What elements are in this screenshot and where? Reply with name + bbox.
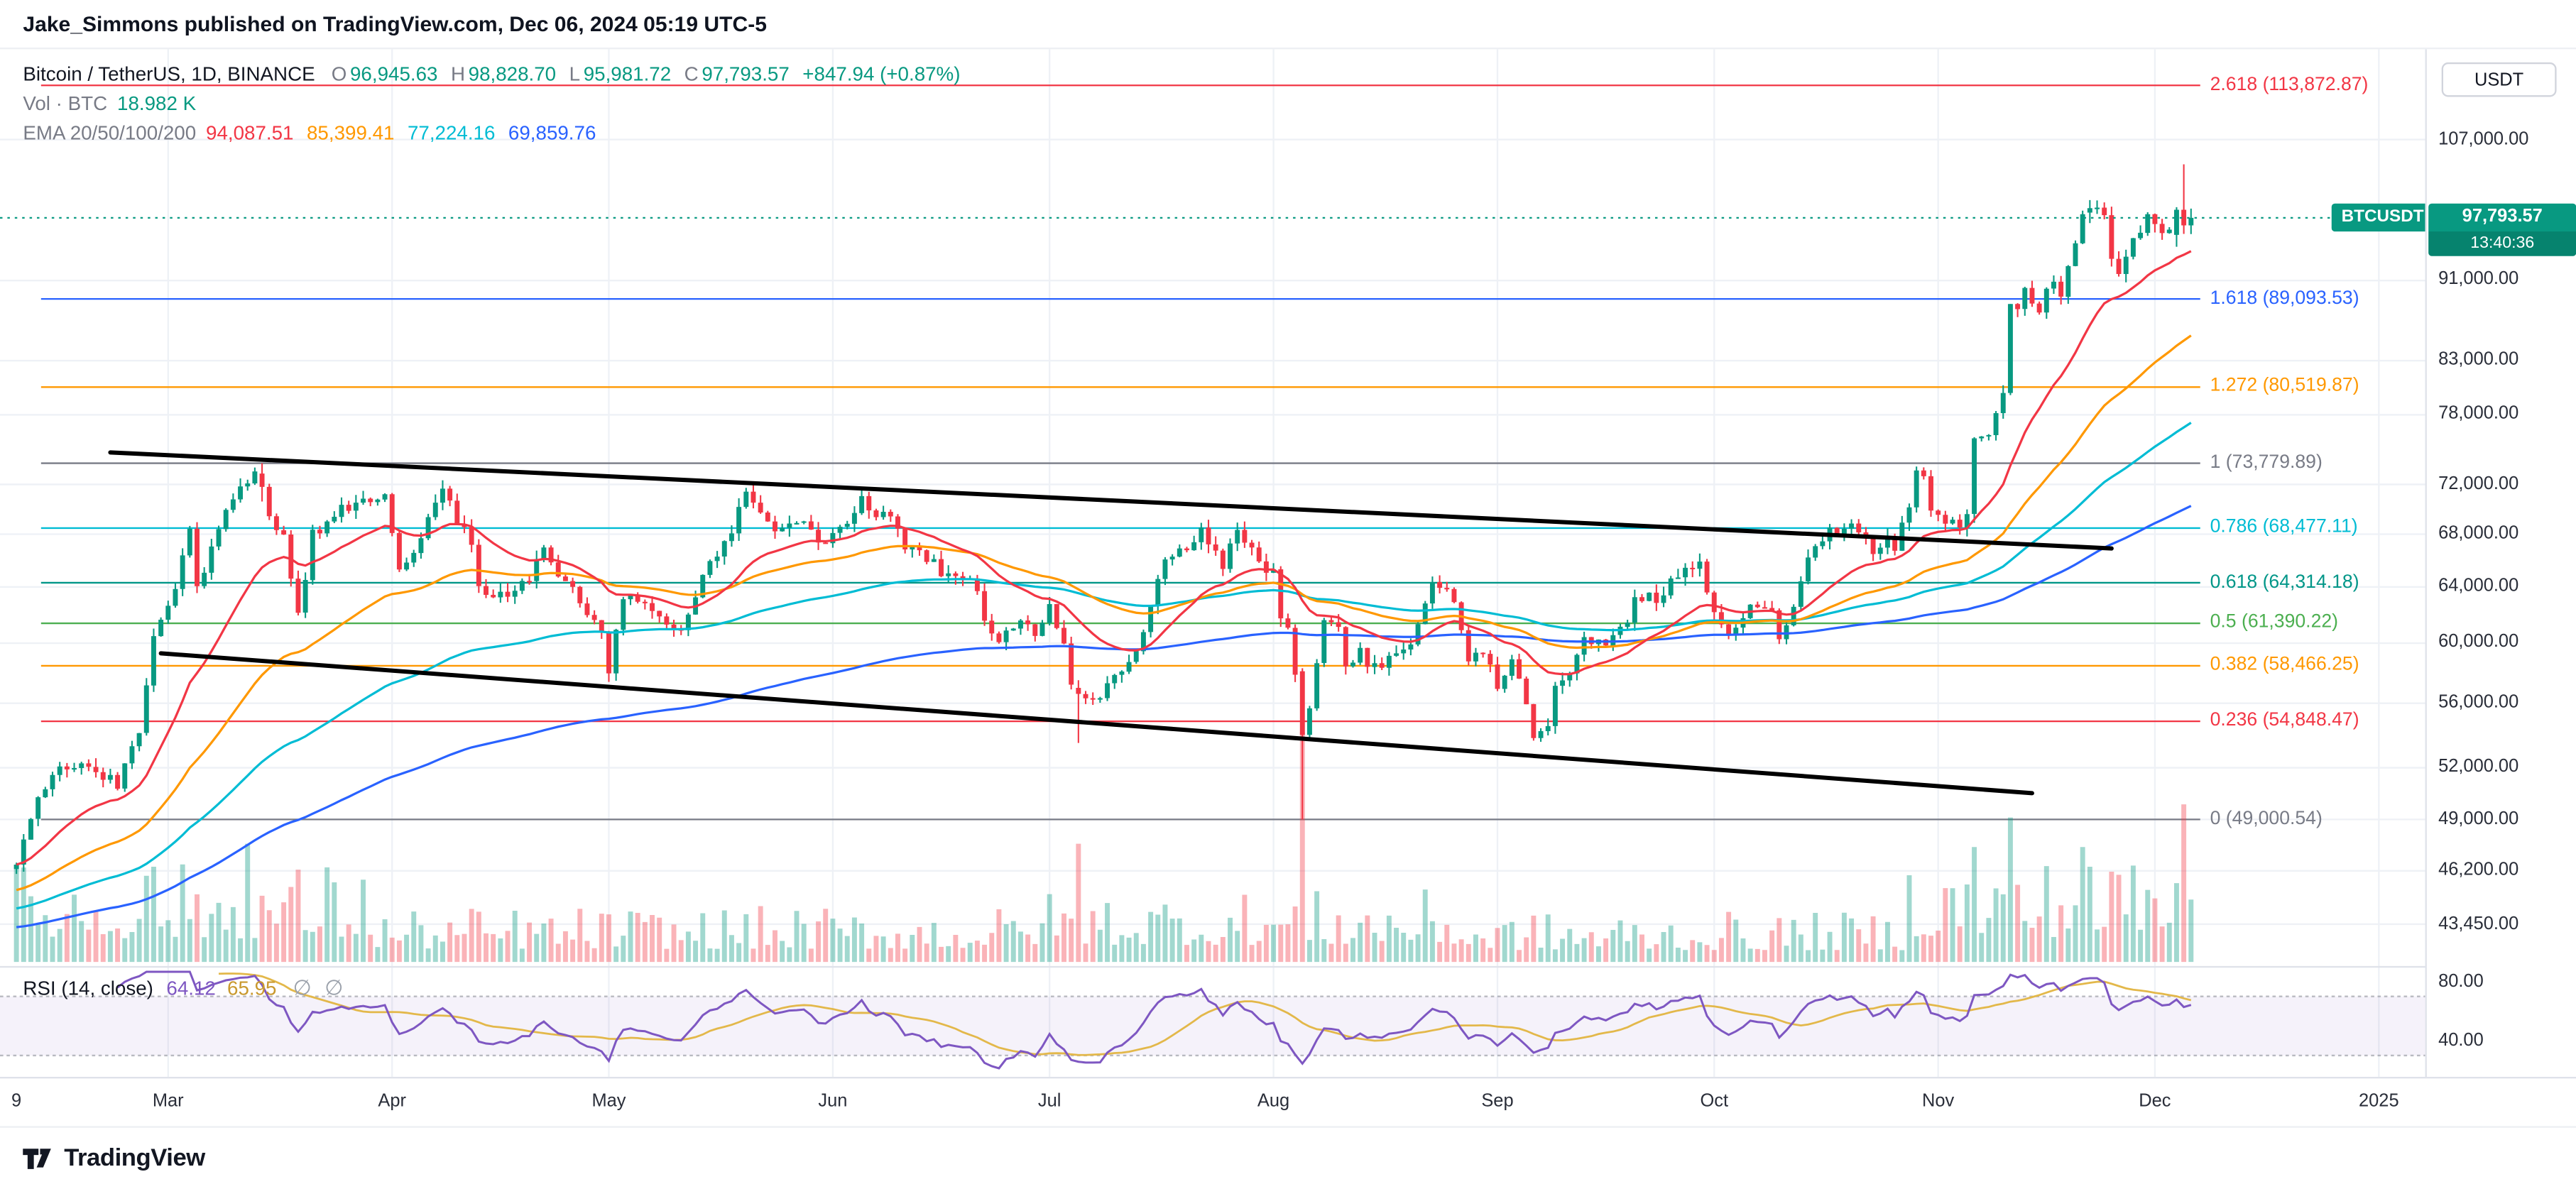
price-axis[interactable]: USDT 107,000.00 91,000.00 83,000.00 78,000.… <box>2425 49 2576 1077</box>
price-axis-label: 64,000.00 <box>2438 576 2519 596</box>
time-axis-label: Dec <box>2139 1091 2171 1112</box>
price-axis-label: 83,000.00 <box>2438 349 2519 370</box>
ema20-value: 94,087.51 <box>206 121 294 145</box>
price-axis-label: 91,000.00 <box>2438 270 2519 290</box>
ema50-value: 85,399.41 <box>307 121 395 145</box>
attribution-bar: Jake_Simmons published on TradingView.co… <box>0 0 2576 50</box>
time-axis-label: Nov <box>1922 1091 1955 1112</box>
rsi-label: RSI (14, close) <box>23 976 153 1000</box>
time-axis-label: Jun <box>818 1091 848 1112</box>
time-axis-label: May <box>591 1091 626 1112</box>
close-label: C <box>684 62 699 86</box>
bar-countdown: 13:40:36 <box>2428 231 2576 257</box>
price-axis-label: 43,450.00 <box>2438 913 2519 933</box>
high-value: 98,828.70 <box>468 62 557 86</box>
ema100-value: 77,224.16 <box>407 121 496 145</box>
price-axis-label: 46,200.00 <box>2438 860 2519 880</box>
rsi-ma-value: 65.95 <box>227 976 277 1000</box>
symbol-legend: Bitcoin / TetherUS, 1D, BINANCE O 96,945… <box>23 59 960 148</box>
rsi-axis-label: 40.00 <box>2438 1030 2484 1050</box>
hide-value-icon[interactable]: ∅ <box>293 975 312 1000</box>
price-axis-label: 107,000.00 <box>2438 128 2529 149</box>
rsi-axis-label: 80.00 <box>2438 970 2484 991</box>
time-axis-label: Oct <box>1700 1091 1729 1112</box>
footer: TradingView <box>0 1126 2576 1189</box>
high-label: H <box>450 62 466 86</box>
time-axis-label: Aug <box>1257 1091 1290 1112</box>
legend-ema-row[interactable]: EMA 20/50/100/200 94,087.51 85,399.41 77… <box>23 119 960 148</box>
open-value: 96,945.63 <box>349 62 438 86</box>
attribution-text: Jake_Simmons published on TradingView.co… <box>23 11 767 36</box>
legend-volume-row[interactable]: Vol · BTC 18.982 K <box>23 89 960 119</box>
volume-value: 18.982 K <box>117 92 197 115</box>
price-chart-canvas[interactable] <box>0 0 2425 1077</box>
price-axis-label: 68,000.00 <box>2438 523 2519 544</box>
time-axis-label: Sep <box>1481 1091 1514 1112</box>
time-axis-label: Jul <box>1037 1091 1061 1112</box>
price-axis-label: 52,000.00 <box>2438 757 2519 777</box>
rsi-legend[interactable]: RSI (14, close) 64.12 65.95 ∅ ∅ <box>23 975 356 1002</box>
ema200-value: 69,859.76 <box>508 121 596 145</box>
time-axis-label: 2025 <box>2359 1091 2399 1112</box>
currency-toggle-button[interactable]: USDT <box>2441 62 2557 97</box>
price-axis-label: 78,000.00 <box>2438 404 2519 424</box>
change-value: +847.94 (+0.87%) <box>802 62 961 86</box>
price-axis-label: 49,000.00 <box>2438 809 2519 829</box>
open-label: O <box>331 62 347 86</box>
close-value: 97,793.57 <box>702 62 790 86</box>
volume-label: Vol · BTC <box>23 92 108 115</box>
hide-value-icon[interactable]: ∅ <box>324 975 344 1000</box>
time-axis[interactable]: 9 Mar Apr May Jun Jul Aug Sep Oct Nov Dec 2025 <box>0 1077 2576 1127</box>
price-axis-label: 56,000.00 <box>2438 692 2519 713</box>
price-axis-label: 72,000.00 <box>2438 473 2519 494</box>
rsi-value: 64.12 <box>166 976 216 1000</box>
symbol-title[interactable]: Bitcoin / TetherUS, 1D, BINANCE <box>23 62 315 86</box>
low-value: 95,981.72 <box>583 62 672 86</box>
low-label: L <box>569 62 581 86</box>
time-axis-label: Mar <box>152 1091 184 1112</box>
last-price-value: 97,793.57 <box>2462 207 2543 227</box>
time-axis-label: 9 <box>11 1091 22 1112</box>
last-price-symbol-badge: BTCUSDT <box>2331 204 2434 232</box>
brand-name[interactable]: TradingView <box>64 1144 205 1173</box>
price-axis-label: 60,000.00 <box>2438 632 2519 652</box>
last-price-box: 97,793.57 13:40:36 <box>2428 204 2576 257</box>
time-axis-label: Apr <box>378 1091 407 1112</box>
legend-main-row[interactable]: Bitcoin / TetherUS, 1D, BINANCE O 96,945… <box>23 59 960 89</box>
tradingview-logo-icon[interactable] <box>21 1146 53 1171</box>
ema-label: EMA 20/50/100/200 <box>23 121 197 145</box>
